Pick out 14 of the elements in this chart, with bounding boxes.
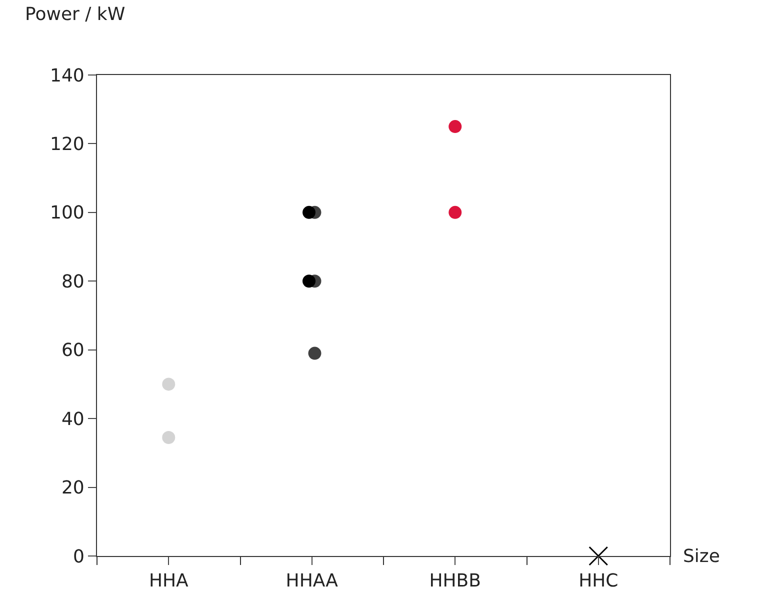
y-tick-label: 120 (50, 134, 84, 156)
x-tick-label: HHC (578, 570, 618, 592)
x-axis-title: Size (683, 546, 720, 567)
y-axis-title: Power / kW (25, 4, 126, 25)
y-tick-label: 60 (61, 340, 84, 362)
y-tick-label: 40 (61, 408, 84, 430)
y-tick-label: 100 (50, 202, 84, 224)
y-tick-label: 20 (61, 478, 84, 499)
y-tick-label: 0 (72, 546, 84, 568)
x-tick-label: HHAA (286, 570, 339, 592)
x-tick-label: HHBB (429, 570, 482, 592)
y-tick-label: 80 (61, 271, 84, 292)
x-tick-label: HHA (148, 570, 190, 592)
y-tick-label: 140 (50, 65, 84, 86)
